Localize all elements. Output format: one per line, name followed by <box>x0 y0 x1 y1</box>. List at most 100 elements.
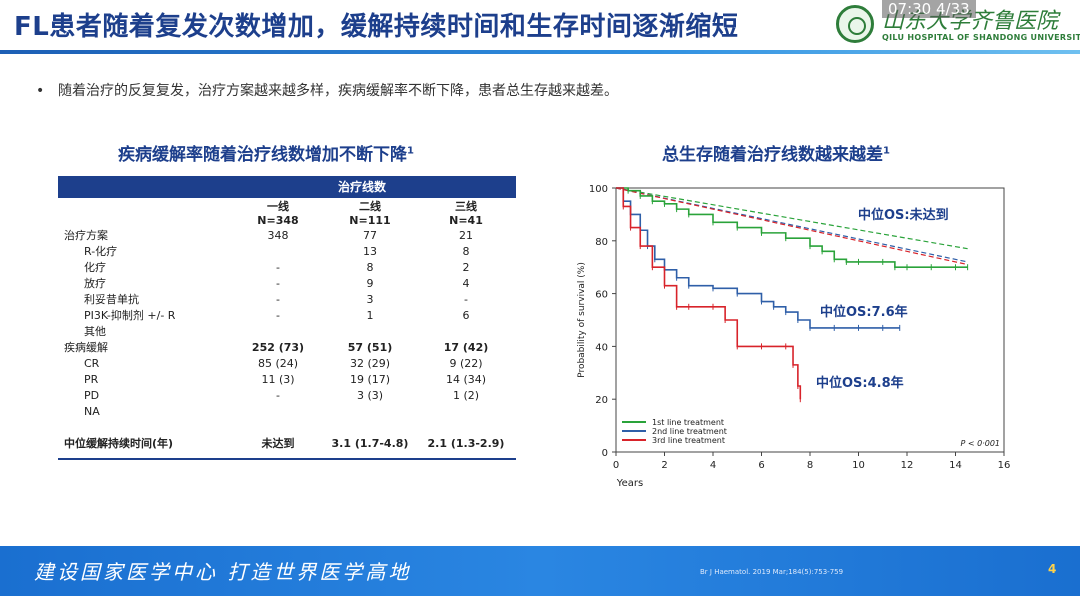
row-label: PI3K-抑制剂 +/- R <box>84 309 176 322</box>
column-name: 三线 <box>455 200 477 213</box>
table-cell: 3.1 (1.7-4.8) <box>331 437 409 450</box>
x-tick-label: 2 <box>661 460 667 471</box>
table-row: 疾病缓解 252 (73) 57 (51) 17 (42) <box>58 340 516 356</box>
table-title-text: 疾病缓解率随着治疗线数增加不断下降 <box>118 145 407 165</box>
table-row: PD - 3 (3) 1 (2) <box>58 388 516 404</box>
reference-line <box>615 187 968 266</box>
table-cell: - <box>276 309 280 322</box>
row-label: 其他 <box>84 325 106 338</box>
table-row: NA <box>58 404 516 420</box>
table-cell: 8 <box>366 261 374 274</box>
x-tick-label: 0 <box>613 460 619 471</box>
table-cell: 348 <box>267 229 289 242</box>
table-row: PI3K-抑制剂 +/- R - 1 6 <box>58 308 516 324</box>
table-cell: 57 (51) <box>347 341 393 354</box>
row-label: R-化疗 <box>84 245 118 258</box>
table-bottom-rule <box>58 452 516 460</box>
page-number: 4 <box>1048 562 1057 576</box>
bullet-text: 随着治疗的反复复发，治疗方案越来越多样，疾病缓解率不断下降，患者总生存越来越差。 <box>58 83 618 99</box>
chart-title-text: 总生存随着治疗线数越来越差 <box>662 145 883 165</box>
x-tick-label: 4 <box>710 460 716 471</box>
table-cell: 77 <box>363 229 377 242</box>
y-tick-label: 100 <box>589 184 608 195</box>
column-n: N=111 <box>349 214 391 227</box>
table-row: 中位缓解持续时间(年) 未达到 3.1 (1.7-4.8) 2.1 (1.3-2.9) <box>58 436 516 452</box>
y-tick-label: 80 <box>595 237 608 248</box>
survival-curve <box>616 187 802 400</box>
table-cell: 14 (34) <box>445 373 487 386</box>
title-divider <box>0 50 1080 54</box>
x-tick-label: 8 <box>807 460 813 471</box>
chart-section-title: 总生存随着治疗线数越来越差1 <box>662 140 890 165</box>
reference-line <box>615 187 968 250</box>
row-label: 化疗 <box>84 261 106 274</box>
table-section-title: 疾病缓解率随着治疗线数增加不断下降1 <box>118 140 414 165</box>
column-name: 二线 <box>359 200 381 213</box>
p-value-label: P < 0·001 <box>960 439 1000 448</box>
table-cell: - <box>276 389 280 402</box>
table-cell: 13 <box>363 245 377 258</box>
table-header-label: 治疗线数 <box>337 180 386 194</box>
bullet-icon: • <box>36 83 45 99</box>
legend-label: 3rd line treatment <box>652 436 725 445</box>
column-n-row: N=348 N=111 N=41 <box>58 214 516 228</box>
table-cell: 3 <box>366 293 374 306</box>
table-header-bar: 治疗线数 <box>58 176 516 198</box>
table-cell: 8 <box>462 245 470 258</box>
column-n: N=41 <box>449 214 483 227</box>
table-row: 放疗 - 9 4 <box>58 276 516 292</box>
table-cell: 85 (24) <box>257 357 299 370</box>
table-cell: 252 (73) <box>251 341 305 354</box>
median-os-line3-label: 中位OS:4.8年 <box>816 376 904 391</box>
table-cell: - <box>276 261 280 274</box>
table-cell: - <box>276 293 280 306</box>
table-body: 治疗方案 348 77 21 R-化疗 13 8 化疗 -8 2 放疗 -9 4 利妥昔单抗 -3- PI3K… <box>58 228 516 452</box>
x-tick-label: 12 <box>901 460 914 471</box>
bullet-point: • 随着治疗的反复复发，治疗方案越来越多样，疾病缓解率不断下降，患者总生存越来越差… <box>36 80 618 100</box>
table-row: 利妥昔单抗 - 3 - <box>58 292 516 308</box>
table-cell: 21 <box>459 229 473 242</box>
survival-curve <box>616 187 968 268</box>
table-cell: 9 (22) <box>449 357 483 370</box>
table-cell: 19 (17) <box>349 373 391 386</box>
table-cell: 1 (2) <box>452 389 480 402</box>
row-label: 疾病缓解 <box>64 341 108 354</box>
y-axis-label: Probability of survival (%) <box>577 262 587 378</box>
x-tick-label: 10 <box>852 460 865 471</box>
row-label: 中位缓解持续时间(年) <box>64 437 174 450</box>
x-tick-label: 14 <box>949 460 962 471</box>
table-cell: 未达到 <box>261 437 295 450</box>
median-os-line2-label: 中位OS:7.6年 <box>820 305 908 320</box>
table-row: CR 85 (24) 32 (29) 9 (22) <box>58 356 516 372</box>
table-cell: - <box>276 277 280 290</box>
table-cell: 2.1 (1.3-2.9) <box>427 437 505 450</box>
table-row: 治疗方案 348 77 21 <box>58 228 516 244</box>
table-cell: 6 <box>462 309 470 322</box>
y-tick-label: 20 <box>595 395 608 406</box>
y-tick-label: 0 <box>602 448 608 459</box>
chart-title-ref: 1 <box>883 145 890 157</box>
table-title-ref: 1 <box>407 145 414 157</box>
x-axis-label: Years <box>616 478 643 489</box>
row-label: PR <box>84 373 99 386</box>
table-cell: 32 (29) <box>349 357 391 370</box>
row-label: NA <box>84 405 100 418</box>
table-cell: 4 <box>462 277 470 290</box>
column-n: N=348 <box>257 214 299 227</box>
footer-slogan: 建设国家医学中心 打造世界医学高地 <box>34 560 412 584</box>
table-cell: 1 <box>366 309 374 322</box>
table-row: 其他 <box>58 324 516 340</box>
legend-label: 1st line treatment <box>652 418 724 427</box>
x-tick-label: 6 <box>758 460 764 471</box>
row-label: PD <box>84 389 100 402</box>
remission-table: 治疗线数 一线 二线 三线 N=348 N=111 N=41 治疗方案 348 77… <box>58 176 516 460</box>
table-row: 化疗 - 8 2 <box>58 260 516 276</box>
video-time-overlay: 07:30 4/33 <box>882 0 976 18</box>
table-cell: 17 (42) <box>443 341 489 354</box>
column-name: 一线 <box>267 200 289 213</box>
row-label: CR <box>84 357 100 370</box>
y-tick-label: 40 <box>595 342 608 353</box>
table-cell: 9 <box>366 277 374 290</box>
row-label: 放疗 <box>84 277 106 290</box>
row-label: 治疗方案 <box>64 229 108 242</box>
